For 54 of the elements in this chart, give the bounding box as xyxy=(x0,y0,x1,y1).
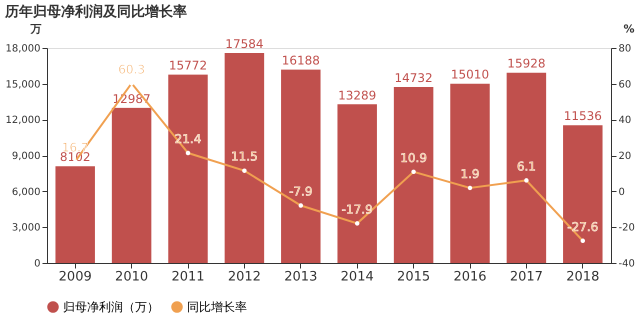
bar xyxy=(281,70,321,263)
bar xyxy=(224,52,264,263)
bar xyxy=(394,87,434,263)
bar xyxy=(450,84,490,263)
data-label: 11.5 xyxy=(231,150,258,164)
y-tick-label: 3,000 xyxy=(12,222,40,234)
x-tick-label: 2017 xyxy=(510,270,543,284)
x-tick-label: 2016 xyxy=(453,270,487,284)
y2-tick-label: -20 xyxy=(618,222,635,234)
y2-tick-label: 20 xyxy=(618,151,632,162)
y2-tick-label: 0 xyxy=(618,186,625,198)
y2-axis-title: % xyxy=(624,22,635,36)
y2-tick-label: -40 xyxy=(618,258,635,270)
data-label: 10.9 xyxy=(400,150,427,165)
bar xyxy=(112,108,152,263)
x-tick-label: 2014 xyxy=(340,270,374,284)
x-tick-label: 2015 xyxy=(397,270,430,284)
data-label: 17584 xyxy=(225,36,264,51)
x-tick-label: 2011 xyxy=(171,270,205,284)
data-label: 60.3 xyxy=(118,62,145,76)
data-label: 13289 xyxy=(338,88,376,102)
data-label: 15772 xyxy=(168,58,208,73)
y-tick-label: 9,000 xyxy=(12,151,40,162)
y-tick-label: 15,000 xyxy=(6,79,40,90)
legend-label: 同比增长率 xyxy=(187,300,247,314)
legend-label: 归母净利润（万） xyxy=(63,300,159,314)
x-tick-label: 2010 xyxy=(115,270,148,284)
y-tick-label: 12,000 xyxy=(6,115,40,126)
chart-title: 历年归母净利润及同比增长率 xyxy=(4,3,188,20)
data-label: -17.9 xyxy=(342,202,373,216)
y2-tick-label: 60 xyxy=(618,79,632,90)
y-tick-label: 0 xyxy=(34,258,40,270)
data-label: 6.1 xyxy=(516,159,536,174)
bar xyxy=(55,166,95,263)
data-label: -7.9 xyxy=(289,184,313,198)
data-label: 1.9 xyxy=(460,166,480,181)
y-tick-label: 6,000 xyxy=(12,186,40,198)
bar xyxy=(168,74,208,263)
data-label: 15010 xyxy=(450,68,490,82)
data-label: 16188 xyxy=(282,54,320,68)
x-tick-label: 2013 xyxy=(284,270,318,284)
x-tick-label: 2018 xyxy=(566,270,600,284)
y2-tick-label: 40 xyxy=(618,115,632,126)
data-label: 15928 xyxy=(507,56,546,71)
y-axis-title: 万 xyxy=(30,22,42,36)
data-label: 14732 xyxy=(394,71,433,86)
bar xyxy=(563,125,603,263)
bar xyxy=(337,104,377,263)
x-tick-label: 2012 xyxy=(228,270,261,284)
data-label: 11536 xyxy=(564,109,602,124)
x-tick-label: 2009 xyxy=(58,270,92,284)
y-tick-label: 18,000 xyxy=(6,44,40,54)
bar xyxy=(506,72,546,263)
y2-tick-label: 80 xyxy=(618,44,632,54)
